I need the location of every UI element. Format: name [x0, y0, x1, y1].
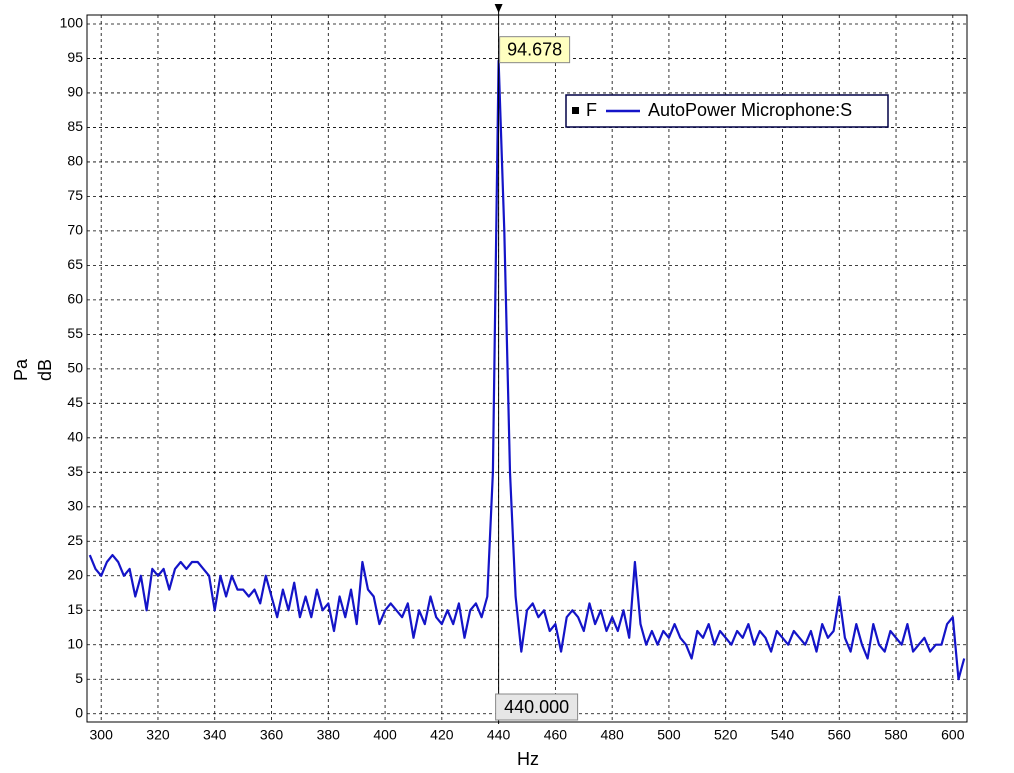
x-tick-label: 460 — [544, 727, 568, 743]
y-tick-label: 65 — [67, 256, 83, 272]
plot-frame — [86, 14, 968, 723]
y-tick-label: 100 — [60, 15, 84, 31]
y-tick-label: 25 — [67, 532, 83, 548]
x-tick-label: 500 — [657, 727, 681, 743]
cursor-label-box — [495, 693, 579, 721]
x-tick-label: 360 — [260, 727, 284, 743]
x-tick-label: 520 — [714, 727, 738, 743]
y-tick-label: 40 — [67, 429, 83, 445]
y-tick-label: 70 — [67, 222, 83, 238]
x-tick-label: 600 — [941, 727, 965, 743]
y-tick-label: 90 — [67, 84, 83, 100]
y-tick-label: 80 — [67, 153, 83, 169]
series-line — [88, 59, 966, 681]
y-tick-label: 0 — [75, 704, 83, 720]
legend-marker — [572, 107, 579, 114]
y-tick-label: 15 — [67, 601, 83, 617]
y-tick-label: 35 — [67, 463, 83, 479]
x-tick-label: 580 — [884, 727, 908, 743]
legend-marker-label: F — [586, 100, 597, 120]
y-tick-label: 75 — [67, 187, 83, 203]
x-tick-label: 560 — [828, 727, 852, 743]
x-tick-label: 400 — [373, 727, 397, 743]
y-tick-label: 20 — [67, 566, 83, 582]
cursor-label: 440.000 — [504, 697, 569, 717]
y-tick-label: 55 — [67, 325, 83, 341]
cursor-handle — [494, 4, 503, 13]
y-tick-label: 95 — [67, 49, 83, 65]
peak-label: 94.678 — [507, 39, 562, 59]
x-tick-label: 480 — [600, 727, 624, 743]
x-tick-label: 340 — [203, 727, 227, 743]
x-tick-label: 300 — [90, 727, 114, 743]
peak-label-box — [499, 36, 571, 64]
y-tick-label: 10 — [67, 635, 83, 651]
y-axis-unit: Pa — [11, 358, 31, 381]
y-tick-label: 60 — [67, 291, 83, 307]
y-tick-label: 5 — [75, 670, 83, 686]
y-tick-label: 50 — [67, 360, 83, 376]
x-axis-label: Hz — [517, 749, 539, 769]
y-tick-label: 85 — [67, 118, 83, 134]
plot-area — [87, 15, 967, 722]
legend-label: AutoPower Microphone:S — [648, 100, 852, 120]
y-axis-label: dB — [35, 359, 55, 381]
x-tick-label: 380 — [317, 727, 341, 743]
x-tick-label: 320 — [146, 727, 170, 743]
x-tick-label: 420 — [430, 727, 454, 743]
y-tick-label: 45 — [67, 394, 83, 410]
x-tick-label: 540 — [771, 727, 795, 743]
x-tick-label: 440 — [487, 727, 511, 743]
y-tick-label: 30 — [67, 497, 83, 513]
